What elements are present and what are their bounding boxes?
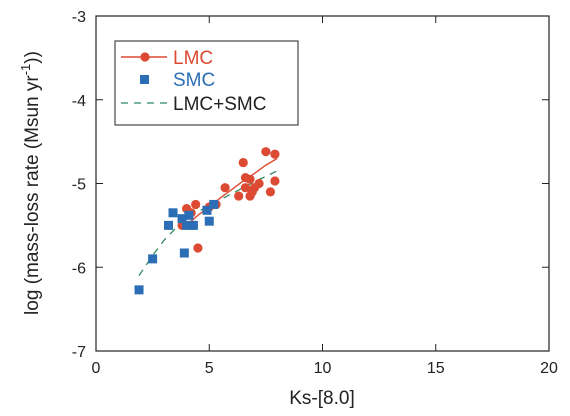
y-tick-label: -5	[72, 177, 86, 194]
legend-combined-label: LMC+SMC	[173, 94, 266, 115]
legend-lmc-marker	[140, 52, 150, 62]
data-markers	[134, 147, 280, 295]
x-tick-label: 10	[314, 360, 332, 377]
x-tick-label: 15	[427, 360, 445, 377]
x-tick-label: 20	[540, 360, 558, 377]
lmc-point	[270, 149, 280, 159]
smc-point	[179, 248, 189, 258]
lmc-point	[240, 183, 251, 193]
smc-point	[134, 285, 144, 295]
legend-smc-label: SMC	[173, 70, 215, 91]
legend: LMC SMC LMC+SMC	[114, 40, 299, 126]
smc-point	[209, 199, 219, 209]
y-tick-label: -4	[72, 93, 86, 110]
x-tick-label: 5	[205, 360, 214, 377]
y-tick-label: -3	[72, 9, 86, 26]
smc-point	[163, 220, 173, 230]
lmc-point	[270, 176, 280, 186]
smc-point	[202, 205, 212, 215]
x-axis-label: Ks-[8.0]	[289, 388, 354, 409]
y-axis-label-close: ))	[22, 51, 43, 64]
y-tick-label: -6	[72, 260, 86, 277]
y-axis-label-exponent: -1	[18, 64, 33, 76]
lmc-point	[220, 183, 230, 193]
x-tick-label: 0	[92, 360, 101, 377]
y-tick-label: -7	[72, 344, 86, 361]
legend-lmc-label: LMC	[173, 48, 213, 69]
smc-point	[177, 214, 187, 224]
smc-point	[182, 220, 192, 230]
y-axis-label-main: log (mass-loss rate (Msun yr	[22, 75, 43, 315]
smc-point	[148, 254, 158, 264]
y-axis-label: log (mass-loss rate (Msun yr-1))	[18, 51, 43, 315]
lmc-point	[254, 178, 264, 189]
lmc-fit-line	[183, 157, 278, 228]
lmc-point	[191, 199, 201, 210]
lmc-point	[261, 147, 271, 157]
lmc-point	[234, 191, 244, 201]
axis-ticks: 0 5 10 15 20 -3 -4 -5 -6 -7	[72, 9, 558, 377]
smc-point	[204, 216, 214, 226]
lmc-point	[265, 187, 276, 197]
smc-point	[168, 208, 178, 218]
legend-smc-marker	[140, 75, 149, 84]
lmc-point	[193, 243, 203, 253]
smc-point	[188, 220, 198, 230]
lmc-point	[238, 157, 248, 168]
smc-point	[184, 210, 194, 220]
lmc-point	[245, 174, 255, 184]
